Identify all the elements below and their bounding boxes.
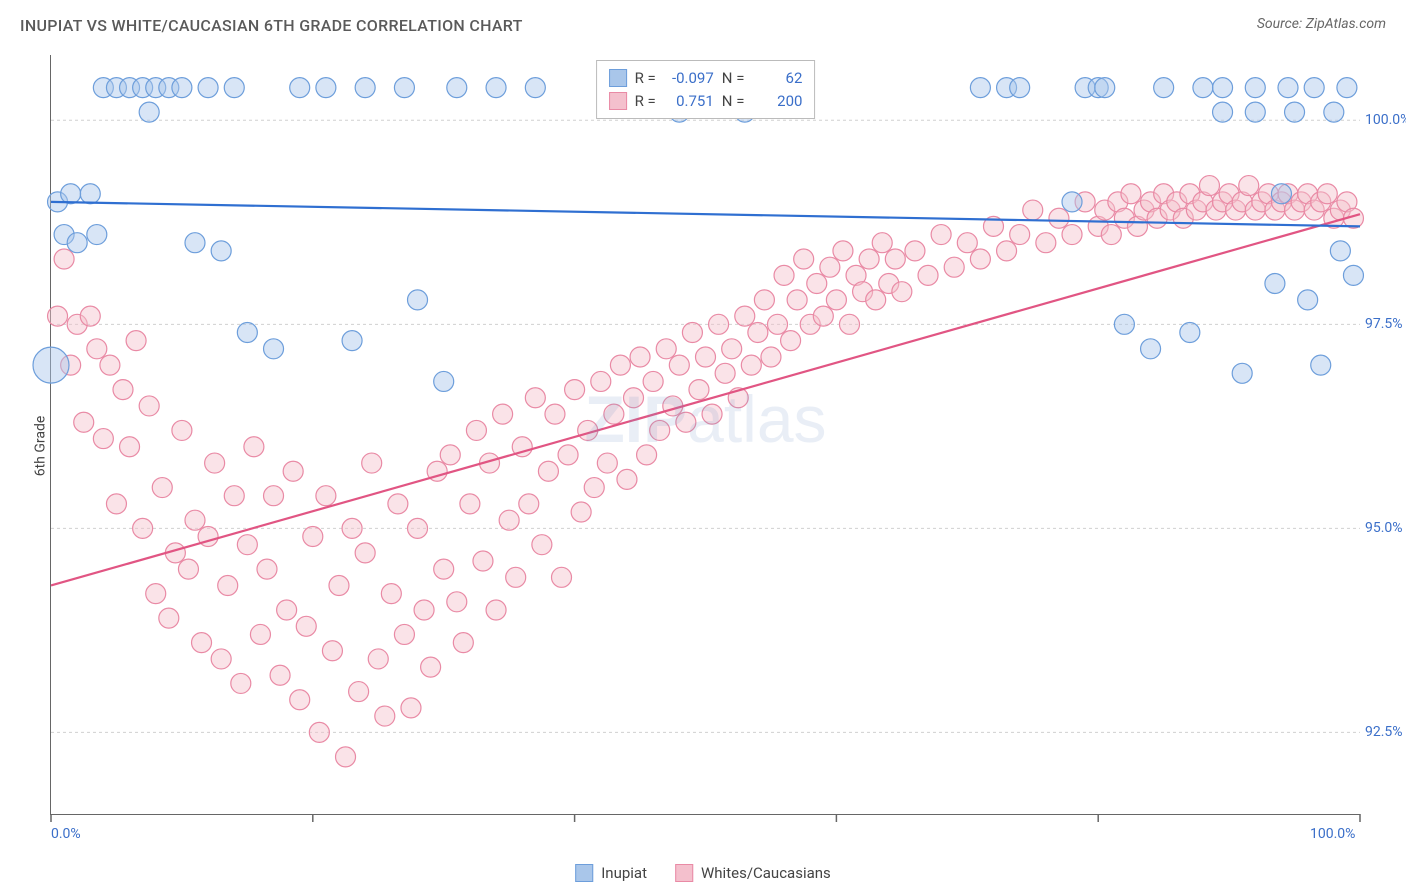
legend-swatch-inupiat — [609, 69, 627, 87]
legend-r-value-inupiat: -0.097 — [664, 67, 714, 90]
bottom-legend-label: Whites/Caucasians — [701, 864, 831, 882]
legend-n-value-inupiat: 62 — [752, 67, 802, 90]
y-axis-label: 6th Grade — [32, 416, 48, 477]
bottom-legend-item-inupiat: Inupiat — [575, 864, 647, 882]
correlation-legend: R = -0.097 N = 62 R = 0.751 N = 200 — [596, 60, 816, 119]
y-tick-label: 92.5% — [1365, 724, 1406, 740]
legend-n-label: N = — [722, 67, 745, 90]
bottom-legend-item-whites: Whites/Caucasians — [675, 864, 831, 882]
legend-swatch-icon — [575, 864, 593, 882]
source-attribution: Source: ZipAtlas.com — [1257, 16, 1386, 32]
plot-area: R = -0.097 N = 62 R = 0.751 N = 200 ZIPa… — [50, 55, 1360, 815]
y-tick-label: 100.0% — [1365, 112, 1406, 128]
x-tick-label: 100.0% — [1310, 826, 1355, 842]
legend-n-value-whites: 200 — [752, 90, 802, 113]
legend-r-value-whites: 0.751 — [664, 90, 714, 113]
legend-r-label: R = — [635, 90, 656, 113]
legend-r-label: R = — [635, 67, 656, 90]
legend-n-label: N = — [722, 90, 745, 113]
legend-swatch-whites — [609, 92, 627, 110]
x-tick-label: 0.0% — [51, 826, 81, 842]
bottom-legend-label: Inupiat — [601, 864, 647, 882]
chart-svg — [51, 55, 1360, 814]
legend-row-inupiat: R = -0.097 N = 62 — [609, 67, 803, 90]
y-tick-label: 97.5% — [1365, 316, 1406, 332]
bottom-legend: Inupiat Whites/Caucasians — [575, 864, 831, 882]
legend-swatch-icon — [675, 864, 693, 882]
legend-row-whites: R = 0.751 N = 200 — [609, 90, 803, 113]
chart-title: INUPIAT VS WHITE/CAUCASIAN 6TH GRADE COR… — [20, 16, 523, 35]
y-tick-label: 95.0% — [1365, 520, 1406, 536]
